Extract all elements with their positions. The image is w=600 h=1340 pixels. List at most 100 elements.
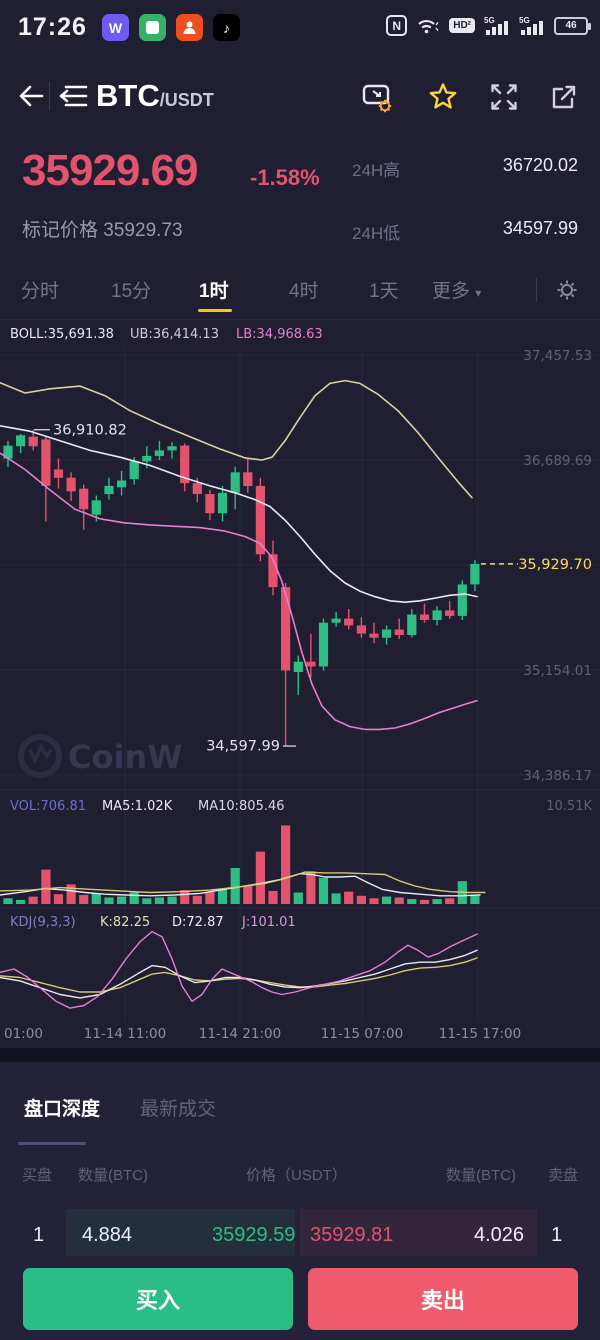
candle-body <box>79 488 89 510</box>
svg-text:MA5:1.02K: MA5:1.02K <box>102 799 173 814</box>
candle-body <box>180 445 190 484</box>
svg-text:KDJ(9,3,3): KDJ(9,3,3) <box>10 915 76 930</box>
candle-body <box>457 584 467 616</box>
volume-bar <box>331 893 341 904</box>
tab-minute[interactable]: 分时 <box>21 281 60 302</box>
col-price: 价格（USDT） <box>246 1167 347 1184</box>
candle-body <box>28 436 38 447</box>
candle-body <box>104 485 114 495</box>
candle-body <box>192 483 202 495</box>
bid-level: 1 <box>33 1224 45 1246</box>
volume-bar <box>104 897 114 904</box>
volume-bar <box>445 898 455 904</box>
tab-4hour[interactable]: 4时 <box>289 281 319 302</box>
pip-settings-icon[interactable] <box>360 80 396 114</box>
bid-qty: 4.884 <box>82 1224 133 1246</box>
battery-icon: 46 <box>554 16 591 35</box>
volume-bar <box>180 890 190 904</box>
svg-text:34,386.17: 34,386.17 <box>523 768 592 784</box>
tab-more[interactable]: 更多 ▾ <box>432 281 482 302</box>
buy-button[interactable]: 买入 <box>23 1268 293 1330</box>
volume-bar <box>318 877 329 904</box>
share-icon[interactable] <box>548 81 580 113</box>
candle-body <box>3 445 13 459</box>
candle-body <box>91 500 101 515</box>
volume-bar <box>230 868 240 904</box>
section-divider <box>0 319 600 320</box>
candle-body <box>268 554 278 588</box>
low-24h-label: 24H低 <box>352 224 401 243</box>
candle-body <box>41 439 51 486</box>
svg-text:10.51K: 10.51K <box>546 799 592 814</box>
candle-body <box>344 618 354 626</box>
candle-body <box>255 485 265 555</box>
hd-voice-icon: HD² <box>449 18 475 33</box>
volume-bar <box>154 897 164 904</box>
gallery-app-icon <box>139 14 166 41</box>
volume-bar <box>129 892 139 904</box>
tab-1day[interactable]: 1天 <box>369 281 399 302</box>
volume-bar <box>470 895 480 904</box>
signal-icon-sim1: 5G <box>484 16 508 35</box>
svg-text:36,689.69: 36,689.69 <box>523 453 592 469</box>
volume-bar <box>407 899 417 904</box>
volume-bar <box>167 896 177 904</box>
ask-qty: 4.026 <box>474 1224 525 1246</box>
pair-list-icon[interactable] <box>58 82 90 110</box>
svg-text:5G: 5G <box>484 16 495 25</box>
mark-price-row: 标记价格 35929.73 <box>22 215 183 242</box>
volume-bar <box>356 895 366 904</box>
svg-text:UB:36,414.13: UB:36,414.13 <box>130 327 219 342</box>
price-change-percent: -1.58% <box>250 165 320 190</box>
tab-1hour[interactable]: 1时 <box>199 281 229 302</box>
tab-15min[interactable]: 15分 <box>111 281 152 302</box>
svg-text:34,597.99: 34,597.99 <box>206 739 280 755</box>
bid-price[interactable]: 35929.59 <box>212 1224 296 1246</box>
tab-latest-trades[interactable]: 最新成交 <box>140 1099 217 1120</box>
sell-button[interactable]: 卖出 <box>308 1268 578 1330</box>
gear-badge-icon <box>378 99 392 113</box>
candle-body <box>394 629 404 635</box>
wifi-icon <box>418 19 439 34</box>
candle-body <box>419 614 430 620</box>
candle-body <box>230 472 240 493</box>
svg-text:37,457.53: 37,457.53 <box>523 348 592 364</box>
candle-body <box>142 455 152 462</box>
volume-bar <box>293 892 303 904</box>
svg-text:35,154.01: 35,154.01 <box>523 663 592 679</box>
mark-price-value: 35929.73 <box>103 220 183 241</box>
high-24h-label: 24H高 <box>352 161 401 180</box>
favorite-star-icon[interactable] <box>425 79 461 115</box>
svg-text:36,910.82: 36,910.82 <box>53 422 127 438</box>
tab-orderbook-depth[interactable]: 盘口深度 <box>24 1099 101 1120</box>
col-sell-side: 卖盘 <box>547 1167 578 1184</box>
back-icon[interactable] <box>14 80 46 112</box>
volume-bar <box>382 896 392 904</box>
candle-body <box>16 435 26 447</box>
svg-text:VOL:706.81: VOL:706.81 <box>10 799 86 814</box>
candle-body <box>281 587 291 671</box>
candle-body <box>53 469 64 478</box>
candle-body <box>382 629 392 638</box>
last-price: 35929.69 <box>22 146 199 195</box>
chart-settings-gear-icon[interactable] <box>554 277 580 303</box>
candle-body <box>470 563 480 585</box>
header-divider <box>49 82 50 110</box>
candle-body <box>217 492 228 514</box>
volume-bar <box>192 895 202 904</box>
kuaishou-app-icon <box>176 14 203 41</box>
coinw-app-icon: W <box>102 14 129 41</box>
svg-text:D:72.87: D:72.87 <box>172 915 224 930</box>
quote-symbol: /USDT <box>159 90 214 110</box>
tab-bar-divider <box>536 278 537 302</box>
candle-body <box>129 461 139 480</box>
volume-bar <box>142 898 152 904</box>
volume-bar <box>268 890 278 904</box>
fullscreen-icon[interactable] <box>488 81 520 113</box>
candle-body <box>117 480 127 488</box>
ask-depth-bar <box>300 1209 537 1256</box>
svg-text:5G: 5G <box>519 16 530 25</box>
ask-price[interactable]: 35929.81 <box>310 1224 394 1246</box>
